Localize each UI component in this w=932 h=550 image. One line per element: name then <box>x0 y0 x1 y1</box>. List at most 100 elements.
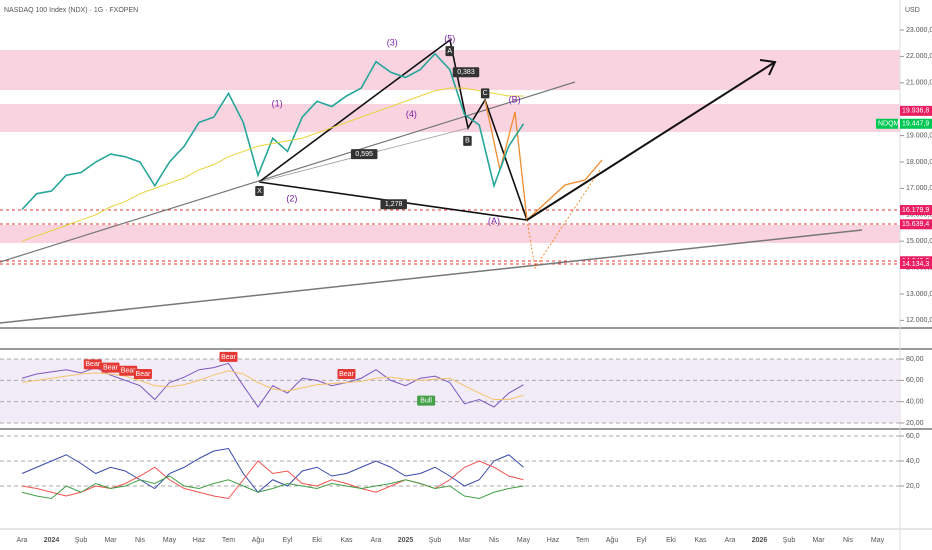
x-tick-label: Eki <box>666 537 676 544</box>
x-tick-label: Tem <box>576 537 589 544</box>
x-tick-label: Nis <box>843 537 854 544</box>
x-tick-label: Mar <box>458 537 471 544</box>
projection <box>484 99 528 221</box>
x-tick-label: Eyl <box>283 537 293 544</box>
y-tick-label: 80,00 <box>906 356 924 363</box>
point-label-bg <box>380 199 407 210</box>
projection <box>526 169 601 270</box>
x-tick-label: Ara <box>725 537 736 544</box>
price-label-bg <box>900 219 932 230</box>
y-tick-label: 60,0 <box>906 433 920 440</box>
x-tick-label: May <box>871 537 885 544</box>
signal-bg <box>337 368 356 379</box>
x-tick-label: 2024 <box>44 537 60 544</box>
harmonic-pattern <box>258 38 529 221</box>
x-tick-label: Ara <box>371 537 382 544</box>
x-tick-label: Haz <box>193 537 206 544</box>
y-tick-label: 20,00 <box>906 420 924 427</box>
y-tick-label: 40,00 <box>906 399 924 406</box>
signal-bg <box>417 395 436 406</box>
wave-label: (A) <box>488 216 500 226</box>
signal-label: Bear <box>121 368 136 375</box>
arrow <box>526 61 776 221</box>
x-tick-label: Haz <box>547 537 560 544</box>
x-tick-label: Ara <box>17 537 28 544</box>
x-tick-label: Ağu <box>252 537 265 544</box>
signal-bg <box>133 368 152 379</box>
y-tick-label: 19.000,0 <box>906 132 932 139</box>
x-tick-label: Nis <box>135 537 146 544</box>
price-label-bg <box>900 105 932 116</box>
y-tick-label: 21.000,0 <box>906 80 932 87</box>
series-line <box>21 52 525 211</box>
projection <box>526 159 603 221</box>
series-line <box>21 370 524 401</box>
point-label: B <box>465 138 470 145</box>
x-tick-label: Kas <box>340 537 353 544</box>
point-label-bg <box>255 186 264 197</box>
point-label-bg <box>445 46 454 57</box>
x-tick-label: Şub <box>75 537 88 544</box>
x-tick-label: Eki <box>312 537 322 544</box>
series-line <box>21 475 524 500</box>
price-label: 14.134,3 <box>902 261 929 268</box>
wave-label: (2) <box>286 193 297 203</box>
x-tick-label: Tem <box>222 537 235 544</box>
x-tick-label: 2026 <box>752 537 768 544</box>
x-tick-label: Ağu <box>606 537 619 544</box>
point-label-bg <box>463 135 472 146</box>
wave-label: (3) <box>387 38 398 48</box>
y-tick-label: 60,00 <box>906 377 924 384</box>
x-tick-label: Nis <box>489 537 500 544</box>
y-tick-label: 16.000,0 <box>906 212 932 219</box>
signal-label: Bear <box>103 364 118 371</box>
series-line <box>21 460 524 500</box>
arrow-head <box>759 59 777 76</box>
x-tick-label: Kas <box>694 537 707 544</box>
trendline <box>0 229 863 324</box>
point-label-bg <box>480 88 490 99</box>
wave-label: (5) <box>444 34 455 44</box>
y-tick-label: 22.000,0 <box>906 53 932 60</box>
signal-label: Bear <box>339 371 354 378</box>
chart-title: NASDAQ 100 Index (NDX) · 1G · FXOPEN <box>4 7 138 14</box>
signal-bg <box>119 365 138 376</box>
y-tick-label: 20,0 <box>906 483 920 490</box>
y-tick-label: 17.000,0 <box>906 185 932 192</box>
x-tick-label: Eyl <box>637 537 647 544</box>
unit: USD <box>905 7 920 14</box>
y-tick-label: 23.000,0 <box>906 27 932 34</box>
point-label: 0,383 <box>457 69 475 76</box>
price-label: 15.639,4 <box>902 221 929 228</box>
symbol-tag: NDQM <box>878 121 900 128</box>
price-label: 19.936,8 <box>902 108 929 115</box>
series-line <box>21 87 524 242</box>
signal-label: Bear <box>85 361 100 368</box>
series-line <box>21 447 524 493</box>
point-label: 0,595 <box>355 151 373 158</box>
y-tick-label: 15.000,0 <box>906 238 932 245</box>
zone <box>0 104 900 132</box>
x-tick-label: May <box>163 537 177 544</box>
x-tick-label: Şub <box>783 537 796 544</box>
x-tick-label: Mar <box>104 537 117 544</box>
point-label-bg <box>350 149 378 160</box>
signal-label: Bear <box>221 354 236 361</box>
x-tick-label: 2025 <box>398 537 414 544</box>
price-label-bg <box>900 205 932 216</box>
y-tick-label: 18.000,0 <box>906 159 932 166</box>
signal-bg <box>83 359 102 370</box>
point-label: 1,278 <box>385 201 403 208</box>
y-tick-label: 40,0 <box>906 458 920 465</box>
x-tick-label: May <box>517 537 531 544</box>
signal-bg <box>219 351 238 362</box>
trendline <box>0 81 576 263</box>
wave-label: (1) <box>272 98 283 108</box>
point-label: C <box>483 90 488 97</box>
point-label: A <box>447 48 452 55</box>
point-label-bg <box>452 67 480 78</box>
symbol-tag-bg <box>876 118 898 129</box>
wave-label: (4) <box>406 109 417 119</box>
x-tick-label: Mar <box>812 537 825 544</box>
